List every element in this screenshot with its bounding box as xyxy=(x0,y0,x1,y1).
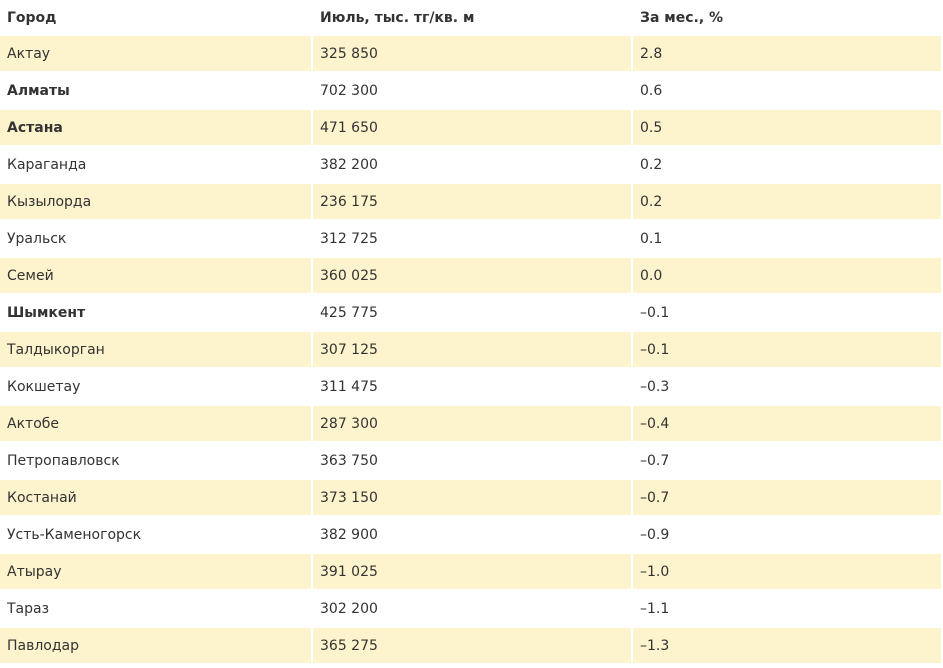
cell-price: 325 850 xyxy=(311,36,631,73)
cell-change: 0.2 xyxy=(631,147,941,184)
cell-city: Алматы xyxy=(0,73,311,110)
cell-change: –1.1 xyxy=(631,591,941,628)
table-row: Шымкент 425 775 –0.1 xyxy=(0,295,941,332)
cell-city: Кокшетау xyxy=(0,369,311,406)
table-row: Кокшетау 311 475 –0.3 xyxy=(0,369,941,406)
cell-price: 382 900 xyxy=(311,517,631,554)
table-row: Усть-Каменогорск 382 900 –0.9 xyxy=(0,517,941,554)
cell-price: 360 025 xyxy=(311,258,631,295)
cell-change: 0.6 xyxy=(631,73,941,110)
table-row: Алматы 702 300 0.6 xyxy=(0,73,941,110)
cell-change: –1.3 xyxy=(631,628,941,665)
cell-city: Павлодар xyxy=(0,628,311,665)
cell-price: 287 300 xyxy=(311,406,631,443)
cell-city: Караганда xyxy=(0,147,311,184)
cell-change: 0.5 xyxy=(631,110,941,147)
header-price[interactable]: Июль, тыс. тг/кв. м xyxy=(311,0,631,36)
cell-change: –0.4 xyxy=(631,406,941,443)
cell-city: Талдыкорган xyxy=(0,332,311,369)
table-row: Петропавловск 363 750 –0.7 xyxy=(0,443,941,480)
cell-change: –0.7 xyxy=(631,480,941,517)
cell-price: 425 775 xyxy=(311,295,631,332)
header-city[interactable]: Город xyxy=(0,0,311,36)
table-header-row: Город Июль, тыс. тг/кв. м За мес., % xyxy=(0,0,941,36)
cell-change: 0.0 xyxy=(631,258,941,295)
cell-city: Актау xyxy=(0,36,311,73)
cell-price: 702 300 xyxy=(311,73,631,110)
cell-city: Шымкент xyxy=(0,295,311,332)
table-row: Кызылорда 236 175 0.2 xyxy=(0,184,941,221)
cell-price: 312 725 xyxy=(311,221,631,258)
cell-price: 311 475 xyxy=(311,369,631,406)
table-row: Караганда 382 200 0.2 xyxy=(0,147,941,184)
cell-city: Тараз xyxy=(0,591,311,628)
cell-city: Астана xyxy=(0,110,311,147)
table-row: Актобе 287 300 –0.4 xyxy=(0,406,941,443)
cell-city: Петропавловск xyxy=(0,443,311,480)
table-row: Астана 471 650 0.5 xyxy=(0,110,941,147)
cell-city: Актобе xyxy=(0,406,311,443)
cell-change: 2.8 xyxy=(631,36,941,73)
table-row: Тараз 302 200 –1.1 xyxy=(0,591,941,628)
cell-city: Костанай xyxy=(0,480,311,517)
cell-price: 382 200 xyxy=(311,147,631,184)
cell-price: 236 175 xyxy=(311,184,631,221)
cell-change: –0.3 xyxy=(631,369,941,406)
table-row: Уральск 312 725 0.1 xyxy=(0,221,941,258)
cell-change: –0.1 xyxy=(631,295,941,332)
cell-city: Кызылорда xyxy=(0,184,311,221)
cell-city: Уральск xyxy=(0,221,311,258)
cell-change: –0.7 xyxy=(631,443,941,480)
table-row: Костанай 373 150 –0.7 xyxy=(0,480,941,517)
cell-city: Усть-Каменогорск xyxy=(0,517,311,554)
table-row: Атырау 391 025 –1.0 xyxy=(0,554,941,591)
cell-price: 373 150 xyxy=(311,480,631,517)
header-change[interactable]: За мес., % xyxy=(631,0,941,36)
table-row: Актау 325 850 2.8 xyxy=(0,36,941,73)
cell-city: Семей xyxy=(0,258,311,295)
cell-price: 302 200 xyxy=(311,591,631,628)
table-body: Актау 325 850 2.8 Алматы 702 300 0.6 Астана 471… xyxy=(0,36,941,665)
cell-city: Атырау xyxy=(0,554,311,591)
cell-change: 0.2 xyxy=(631,184,941,221)
cell-price: 471 650 xyxy=(311,110,631,147)
cell-change: –0.1 xyxy=(631,332,941,369)
cell-price: 365 275 xyxy=(311,628,631,665)
cell-price: 391 025 xyxy=(311,554,631,591)
table-row: Талдыкорган 307 125 –0.1 xyxy=(0,332,941,369)
cell-change: 0.1 xyxy=(631,221,941,258)
cell-change: –0.9 xyxy=(631,517,941,554)
table-row: Семей 360 025 0.0 xyxy=(0,258,941,295)
cell-price: 363 750 xyxy=(311,443,631,480)
cell-price: 307 125 xyxy=(311,332,631,369)
table-row: Павлодар 365 275 –1.3 xyxy=(0,628,941,665)
cell-change: –1.0 xyxy=(631,554,941,591)
